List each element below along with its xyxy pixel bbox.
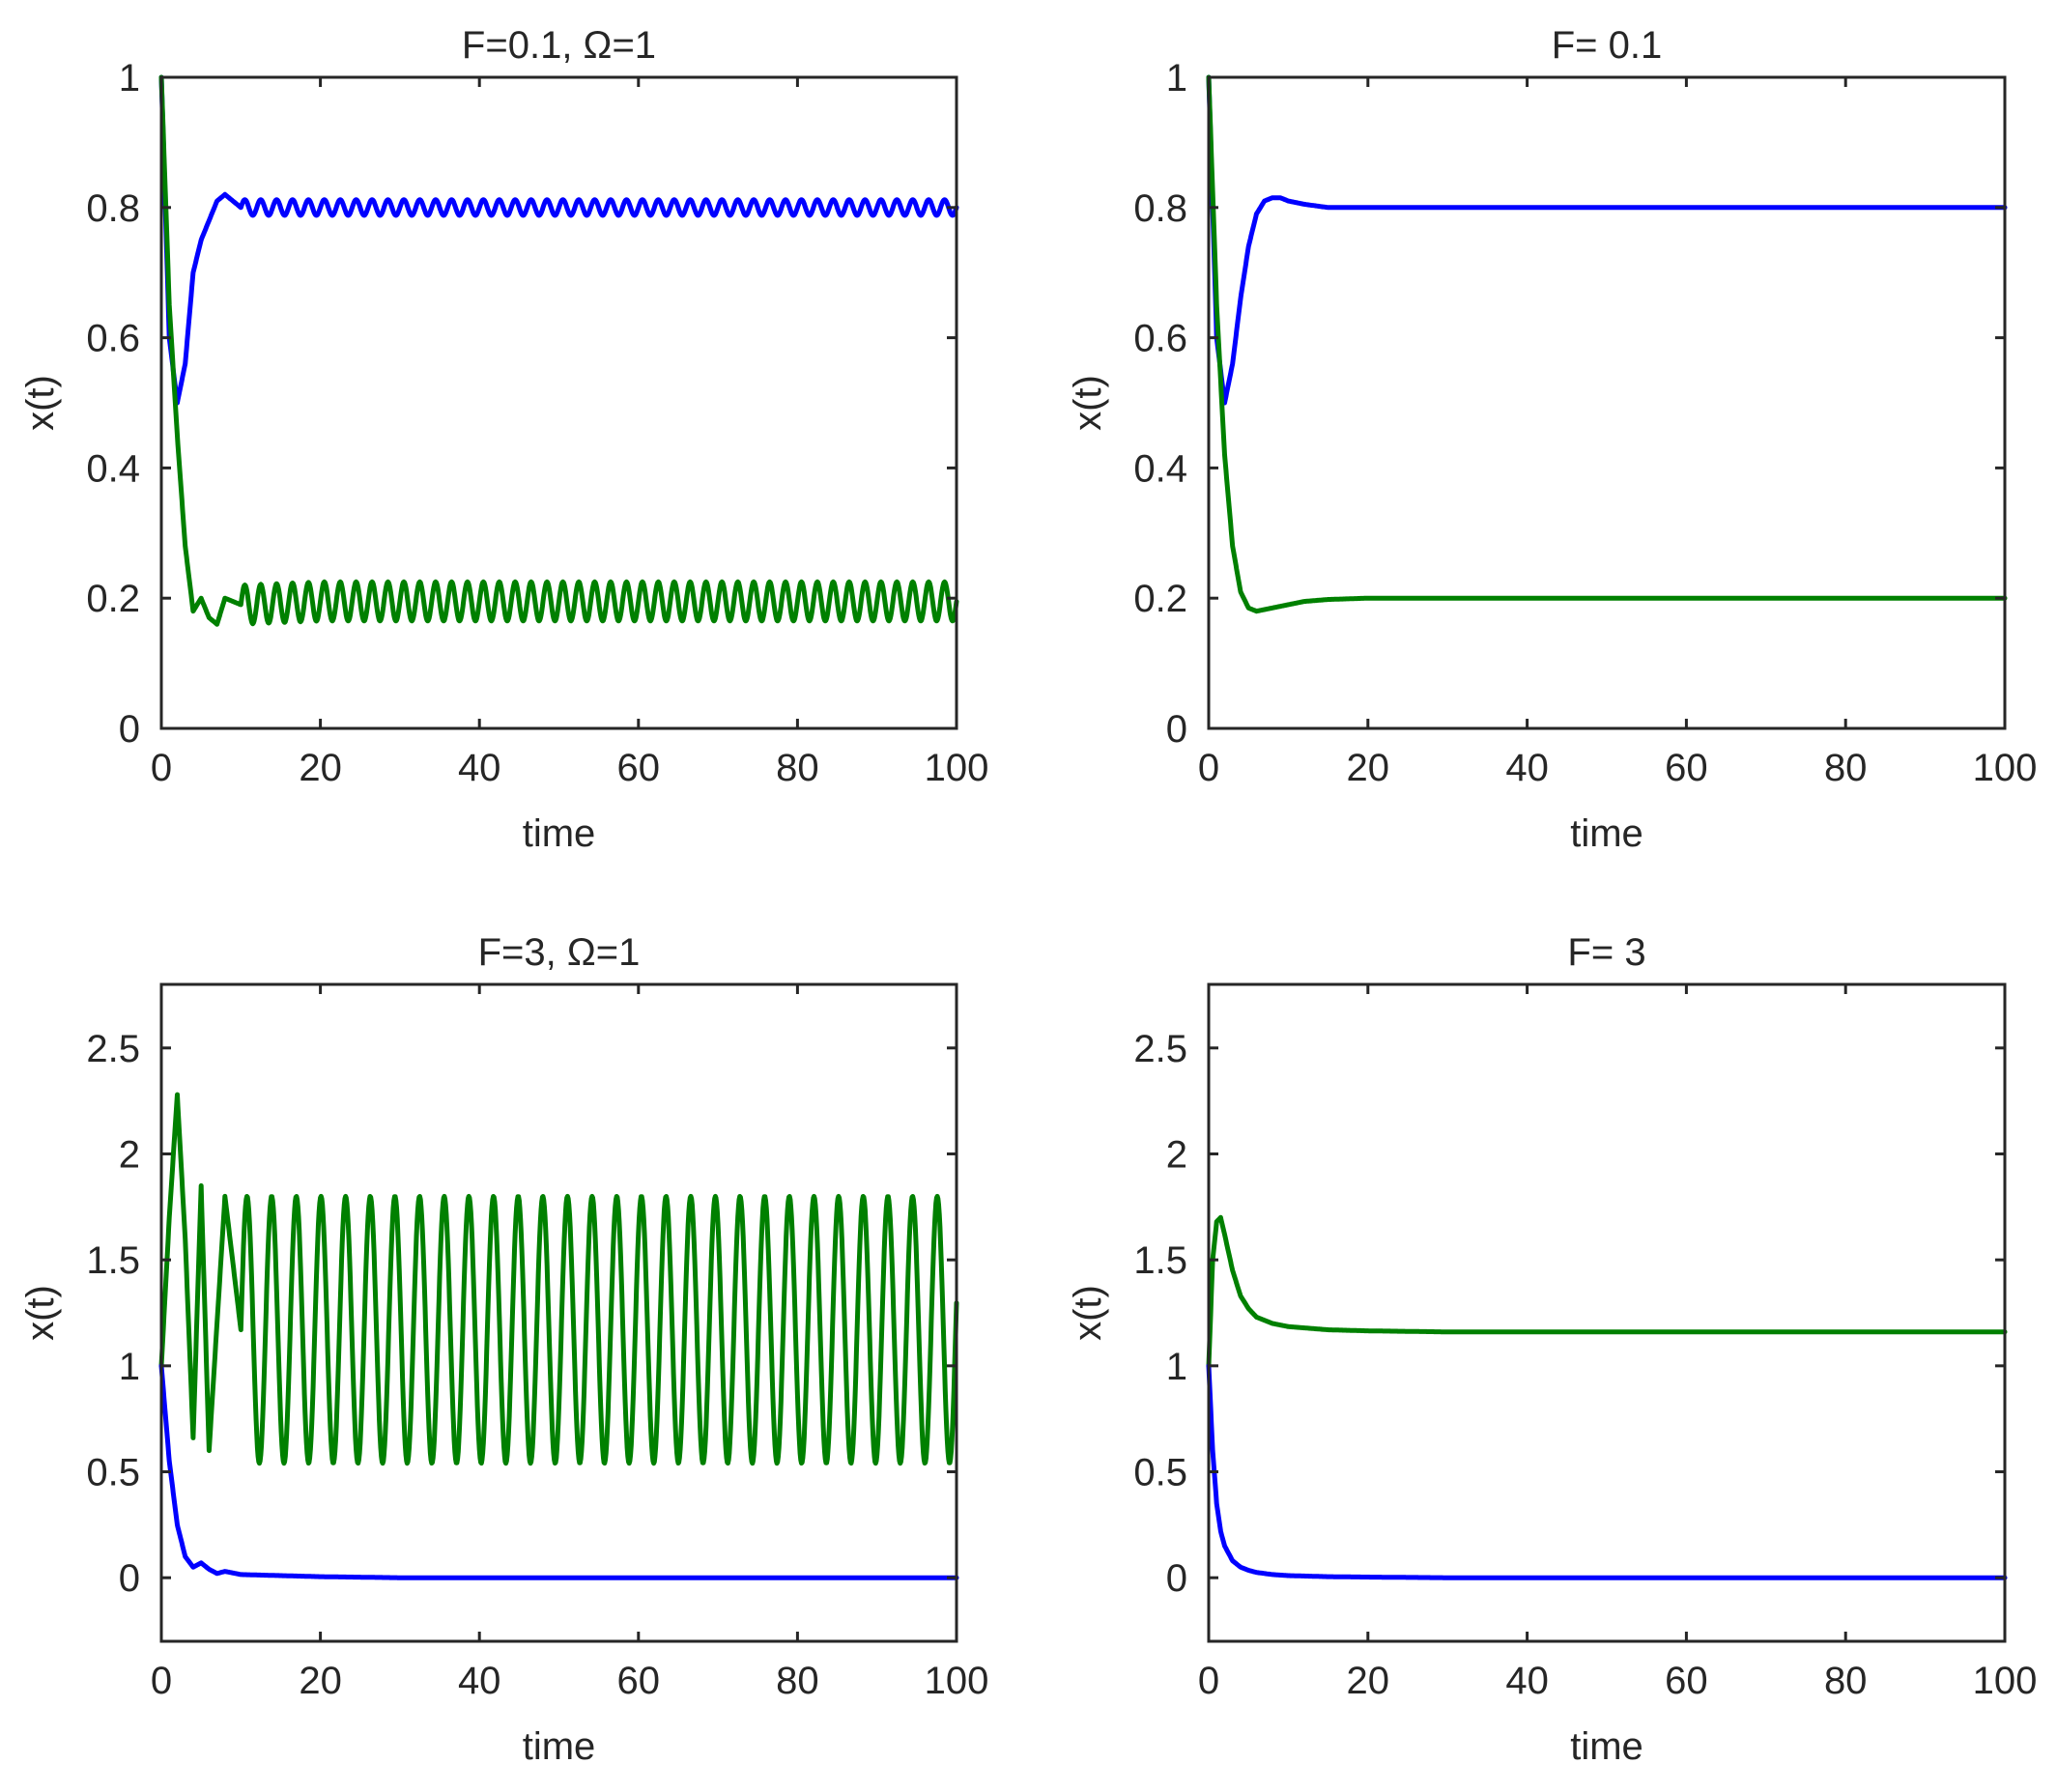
x-tick-label: 20	[299, 747, 342, 789]
x-axis-label: time	[523, 812, 596, 855]
axes-frame	[1207, 75, 2007, 730]
x-tick-label: 80	[776, 1660, 819, 1702]
x-tick-label: 0	[1198, 1660, 1219, 1702]
x-tick-label: 100	[1973, 1660, 2038, 1702]
y-tick-label: 0	[1166, 1557, 1187, 1600]
y-axis-label: x(t)	[1067, 375, 1109, 431]
x-tick-label: 80	[1824, 1660, 1868, 1702]
y-tick-label: 1	[1166, 1346, 1187, 1388]
x-tick-label: 40	[1505, 747, 1549, 789]
series-blue-line	[1206, 1363, 2008, 1580]
y-tick-label: 2	[119, 1133, 140, 1176]
chart-bottom-right: 0 20 40 60 80 100 0 0.5 1 1.5 2 2.5 F= 3 time x(t)	[1067, 931, 2037, 1768]
x-tick-label: 60	[1665, 1660, 1708, 1702]
chart-top-left: 0 20 40 60 80 100 0 0.2 0.4 0.6 0.8 1 F=0.1, Ω=1 time…	[19, 24, 988, 855]
axes-frame	[159, 75, 958, 730]
y-axis-label: x(t)	[1067, 1285, 1109, 1341]
x-tick-label: 40	[458, 1660, 501, 1702]
x-tick-label: 0	[151, 747, 172, 789]
y-tick-label: 0	[1166, 708, 1187, 751]
x-axis-label: time	[1570, 812, 1643, 855]
y-axis-label: x(t)	[19, 375, 62, 431]
y-tick-label: 0.8	[86, 187, 140, 230]
y-axis-label: x(t)	[19, 1285, 62, 1341]
y-tick-label: 1	[119, 57, 140, 100]
y-tick-label: 0.5	[86, 1452, 140, 1494]
y-tick-label: 1.5	[1133, 1239, 1187, 1282]
chart-title: F=3, Ω=1	[478, 931, 641, 974]
series-green-line	[158, 74, 959, 627]
series-blue-line	[158, 1363, 959, 1580]
chart-title: F= 0.1	[1552, 24, 1663, 67]
x-tick-label: 60	[617, 747, 661, 789]
y-tick-label: 0.4	[1133, 447, 1187, 490]
x-tick-label: 60	[1665, 747, 1708, 789]
y-tick-label: 2	[1166, 1133, 1187, 1176]
axes-frame	[159, 982, 958, 1643]
y-tick-label: 2.5	[1133, 1028, 1187, 1070]
series-green-line	[158, 1092, 959, 1466]
x-tick-label: 100	[1973, 747, 2038, 789]
x-tick-label: 40	[1505, 1660, 1549, 1702]
x-tick-label: 80	[776, 747, 819, 789]
y-tick-label: 0	[119, 708, 140, 751]
y-tick-label: 1.5	[86, 1239, 140, 1282]
series-green-line	[1206, 1214, 2008, 1369]
y-tick-label: 1	[119, 1346, 140, 1388]
axes-frame	[1207, 982, 2007, 1643]
x-tick-label: 40	[458, 747, 501, 789]
series-green-line	[1206, 74, 2008, 614]
chart-title: F=0.1, Ω=1	[462, 24, 656, 67]
x-tick-label: 100	[925, 747, 989, 789]
series-blue-line	[158, 74, 959, 406]
chart-bottom-left: 0 20 40 60 80 100 0 0.5 1 1.5 2 2.5 F=3, Ω=1 time x(t)	[19, 931, 988, 1768]
x-tick-label: 0	[1198, 747, 1219, 789]
chart-top-right: 0 20 40 60 80 100 0 0.2 0.4 0.6 0.8 1 F= 0.1 time x(t)	[1067, 24, 2037, 855]
y-tick-label: 0.4	[86, 447, 140, 490]
y-tick-label: 0.6	[86, 318, 140, 360]
y-tick-label: 1	[1166, 57, 1187, 100]
y-tick-label: 0.6	[1133, 318, 1187, 360]
chart-title: F= 3	[1567, 931, 1645, 974]
x-axis-label: time	[523, 1725, 596, 1768]
y-tick-label: 2.5	[86, 1028, 140, 1070]
x-tick-label: 80	[1824, 747, 1868, 789]
x-tick-label: 20	[299, 1660, 342, 1702]
series-blue-line	[1206, 74, 2008, 406]
x-tick-label: 20	[1347, 747, 1390, 789]
y-tick-label: 0.2	[1133, 578, 1187, 620]
x-tick-label: 0	[151, 1660, 172, 1702]
y-tick-label: 0.8	[1133, 187, 1187, 230]
x-tick-label: 100	[925, 1660, 989, 1702]
x-tick-label: 60	[617, 1660, 661, 1702]
x-tick-label: 20	[1347, 1660, 1390, 1702]
y-tick-label: 0.2	[86, 578, 140, 620]
y-tick-label: 0	[119, 1557, 140, 1600]
x-axis-label: time	[1570, 1725, 1643, 1768]
y-tick-label: 0.5	[1133, 1452, 1187, 1494]
